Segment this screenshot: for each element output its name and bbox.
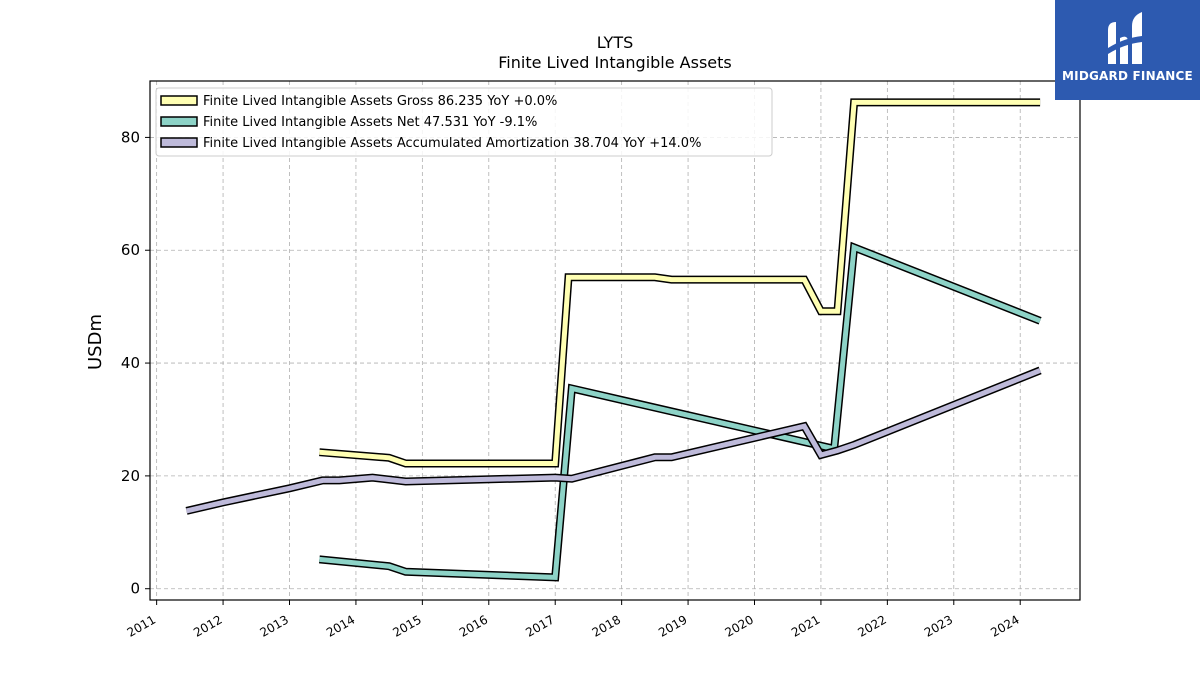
x-tick-label: 2018	[590, 612, 623, 639]
x-tick-label: 2020	[723, 612, 756, 639]
y-tick-label: 40	[121, 354, 140, 372]
x-tick-label: 2011	[125, 612, 158, 639]
x-tick-label: 2013	[258, 612, 291, 639]
legend-label: Finite Lived Intangible Assets Gross 86.…	[203, 94, 557, 109]
legend-item: Finite Lived Intangible Assets Gross 86.…	[160, 94, 557, 109]
series-line-stroke	[319, 99, 1041, 466]
y-tick-label: 0	[130, 580, 140, 598]
x-tick-label: 2022	[855, 612, 888, 639]
x-tick-label: 2021	[789, 612, 822, 639]
legend: Finite Lived Intangible Assets Gross 86.…	[155, 87, 773, 157]
axis-ticks: 0 20 40 60 80 2011 2012 2013 2014 2015 2016 2017 201…	[121, 128, 1022, 639]
legend-label: Finite Lived Intangible Assets Net 47.53…	[203, 115, 537, 130]
legend-item: Finite Lived Intangible Assets Net 47.53…	[160, 115, 537, 130]
y-tick-label: 60	[121, 241, 140, 259]
brand-logo: MIDGARD FINANCE	[1055, 0, 1200, 100]
x-tick-label: 2019	[656, 612, 689, 639]
series-line-2	[319, 241, 1042, 582]
chart-subtitle: Finite Lived Intangible Assets	[498, 53, 731, 72]
brand-name: MIDGARD FINANCE	[1062, 69, 1193, 83]
legend-box	[155, 87, 773, 157]
x-tick-label: 2024	[988, 612, 1021, 639]
x-tick-label: 2012	[191, 612, 224, 639]
series-line-outline	[185, 366, 1042, 515]
series-line-stroke	[185, 368, 1042, 514]
series-layer	[185, 98, 1042, 582]
x-tick-label: 2023	[922, 612, 955, 639]
x-tick-label: 2015	[390, 612, 423, 639]
x-tick-label: 2014	[324, 612, 357, 639]
grid-lines	[150, 81, 1080, 600]
y-tick-label: 80	[121, 128, 140, 146]
y-axis-label: USDm	[85, 314, 106, 370]
legend-swatch	[160, 137, 198, 148]
legend-item: Finite Lived Intangible Assets Accumulat…	[160, 136, 701, 151]
y-tick-label: 20	[121, 467, 140, 485]
legend-swatch	[160, 95, 198, 106]
series-line-1	[319, 98, 1041, 468]
x-tick-label: 2016	[457, 612, 490, 639]
series-line-3	[185, 366, 1042, 515]
chart-title: LYTS	[597, 33, 634, 52]
x-tick-label: 2017	[523, 612, 556, 639]
midgard-logo-icon	[1108, 12, 1142, 64]
series-line-stroke	[319, 243, 1042, 580]
plot-frame	[149, 80, 1081, 601]
legend-label: Finite Lived Intangible Assets Accumulat…	[203, 136, 701, 151]
legend-swatch	[160, 116, 198, 127]
